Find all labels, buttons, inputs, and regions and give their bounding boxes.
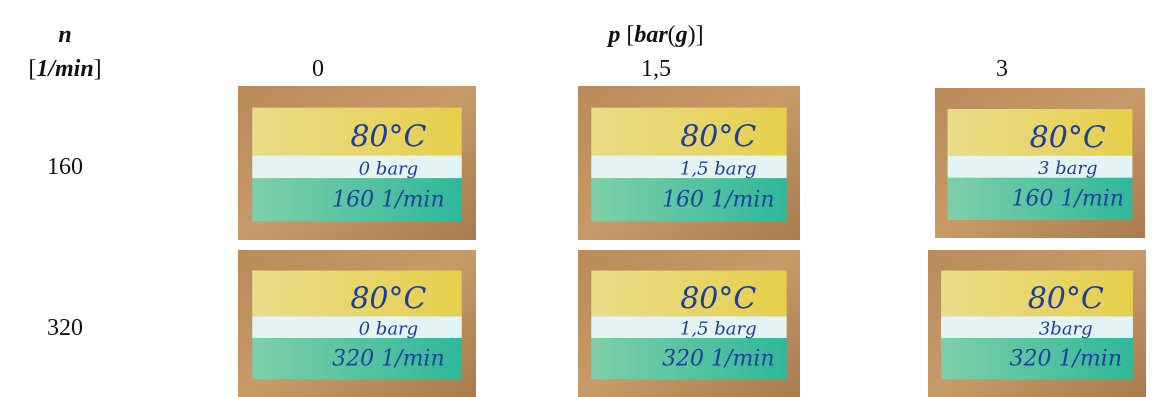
unit-bracket: ] [94, 56, 102, 82]
unit-bracket: )] [688, 22, 704, 48]
handwriting: 160 1/min [332, 187, 444, 212]
row-unit: [1/min] [28, 56, 101, 82]
handwriting: 80°C [680, 281, 756, 316]
handwriting: 80°C [350, 120, 426, 155]
paper-white [941, 316, 1133, 338]
handwriting: 320 1/min [332, 346, 444, 371]
paper-white [252, 316, 461, 338]
photo: 80°C 0 barg 320 1/min [238, 250, 476, 397]
handwriting: 320 1/min [1010, 346, 1122, 371]
col-header: p [bar(g)] [606, 22, 703, 48]
handwriting: 3barg [1039, 319, 1093, 340]
photo: 80°C 0 barg 160 1/min [238, 86, 476, 240]
handwriting: 1,5 barg [680, 319, 757, 340]
row-symbol: n [58, 22, 71, 48]
column-label: 0 [312, 56, 324, 82]
handwriting: 160 1/min [1011, 187, 1123, 212]
col-symbol: p [606, 22, 620, 48]
handwriting: 160 1/min [662, 187, 774, 212]
unit-text: 1/min [36, 56, 93, 82]
unit-bracket: [ [626, 22, 634, 48]
handwriting: 80°C [1030, 120, 1106, 155]
photo: 80°C 3barg 320 1/min [928, 250, 1146, 397]
row-label: 160 [47, 154, 83, 180]
photo: 80°C 1,5 barg 160 1/min [578, 86, 800, 240]
photo: 80°C 3 barg 160 1/min [935, 88, 1145, 238]
handwriting: 0 barg [359, 319, 419, 340]
figure: n [1/min] p [bar(g)] 01,5316080°C0 barg1… [0, 0, 1155, 397]
unit-bracket: [ [28, 56, 36, 82]
page: n [1/min] p [bar(g)] 01,5316080°C0 barg1… [0, 0, 1155, 397]
unit-bracket: ( [668, 22, 676, 48]
paper-white [252, 155, 461, 178]
handwriting: 3 barg [1038, 158, 1098, 179]
handwriting: 0 barg [359, 158, 419, 179]
handwriting: 80°C [350, 281, 426, 316]
handwriting: 320 1/min [662, 346, 774, 371]
unit-text: bar [634, 22, 668, 48]
column-label: 1,5 [641, 56, 671, 82]
handwriting: 1,5 barg [680, 158, 757, 179]
photo: 80°C 1,5 barg 320 1/min [578, 250, 800, 397]
unit-text: g [675, 22, 688, 48]
column-label: 3 [996, 56, 1008, 82]
row-label: 320 [47, 315, 83, 341]
handwriting: 80°C [680, 120, 756, 155]
handwriting: 80°C [1028, 281, 1104, 316]
